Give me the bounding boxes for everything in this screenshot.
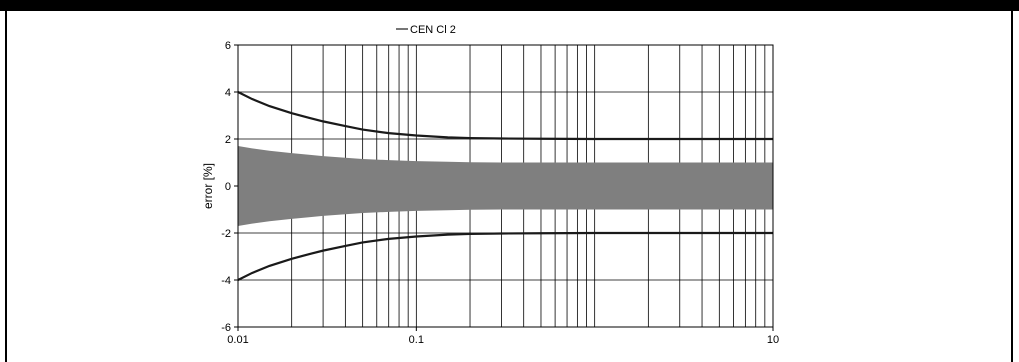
- y-tick-label: 6: [225, 40, 231, 52]
- chart-frame: [5, 11, 1013, 362]
- x-tick-label: 0.01: [227, 334, 248, 346]
- y-tick-label: 4: [225, 87, 231, 99]
- y-tick-label: -2: [221, 228, 231, 240]
- y-tick-label: 0: [225, 181, 231, 193]
- legend: CEN Cl 2: [396, 24, 456, 36]
- x-tick-label: 0.1: [409, 334, 424, 346]
- error-band-area: [238, 146, 773, 226]
- x-tick-label: 10: [767, 334, 779, 346]
- y-tick-label: -6: [221, 322, 231, 334]
- y-tick-label: 2: [225, 134, 231, 146]
- top-border-bar: [0, 0, 1019, 11]
- error-band: [238, 146, 773, 226]
- series-lines: [237, 91, 773, 281]
- series-line-upper: [237, 91, 773, 141]
- legend-label-cen-cl-2: CEN Cl 2: [410, 24, 456, 36]
- y-axis-label: error [%]: [201, 163, 215, 209]
- y-tick-label: -4: [221, 275, 231, 287]
- series-line-lower: [237, 231, 773, 281]
- axis-ticks: -6 -4 -2 0 2 4 6 0.01 0.1 10: [221, 40, 779, 346]
